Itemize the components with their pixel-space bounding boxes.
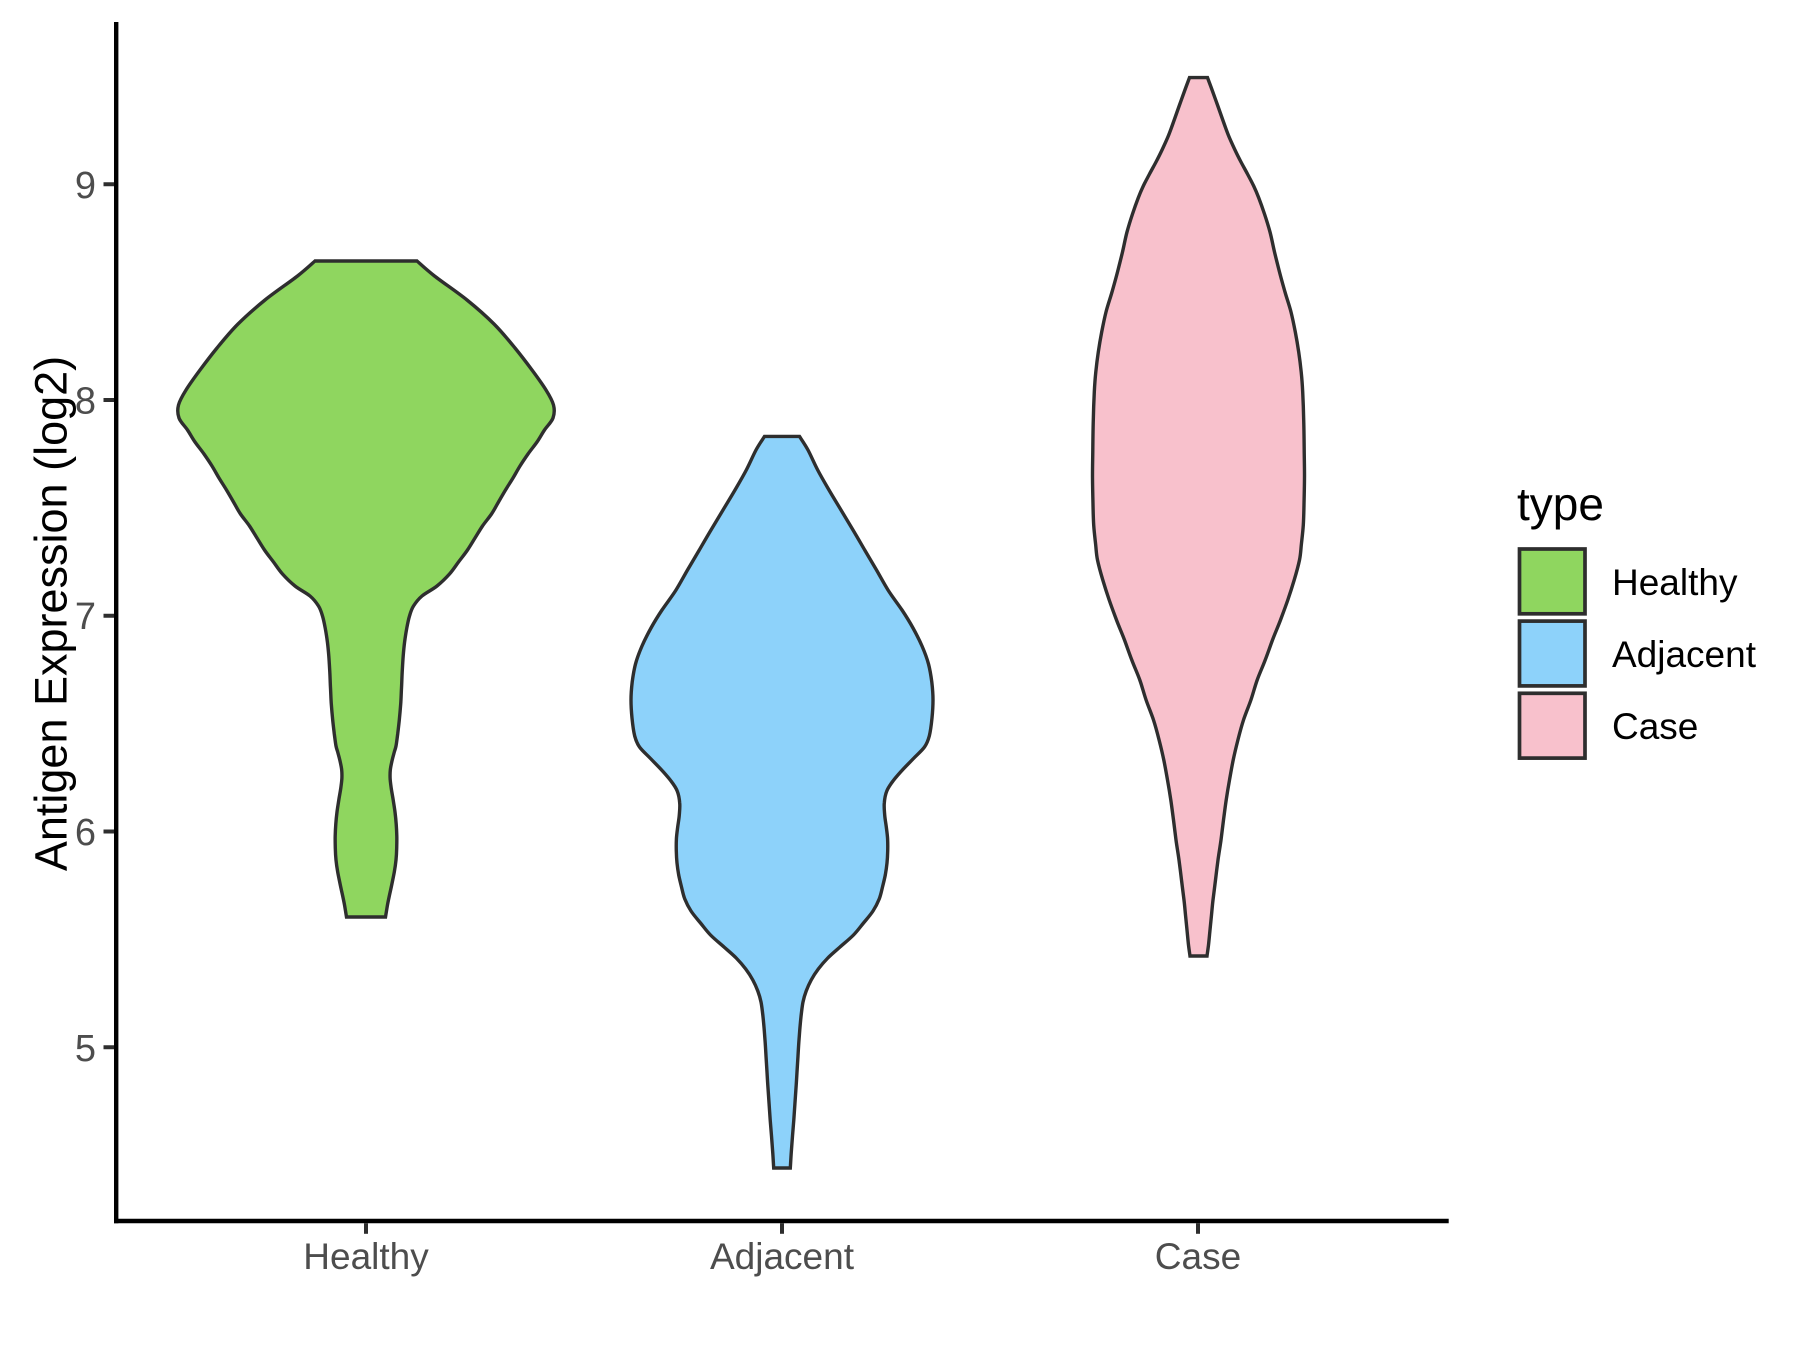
svg-text:Healthy: Healthy	[1612, 562, 1738, 603]
svg-text:Antigen Expression (log2): Antigen Expression (log2)	[26, 356, 77, 871]
svg-text:5: 5	[75, 1028, 96, 1070]
svg-text:Healthy: Healthy	[303, 1236, 429, 1277]
svg-text:Adjacent: Adjacent	[710, 1236, 855, 1277]
svg-text:8: 8	[75, 381, 96, 423]
svg-text:type: type	[1517, 478, 1604, 530]
svg-text:6: 6	[75, 812, 96, 854]
svg-text:7: 7	[75, 596, 96, 638]
svg-text:Adjacent: Adjacent	[1612, 634, 1757, 675]
svg-text:Case: Case	[1155, 1236, 1241, 1277]
svg-text:9: 9	[75, 165, 96, 207]
svg-text:Case: Case	[1612, 706, 1698, 747]
